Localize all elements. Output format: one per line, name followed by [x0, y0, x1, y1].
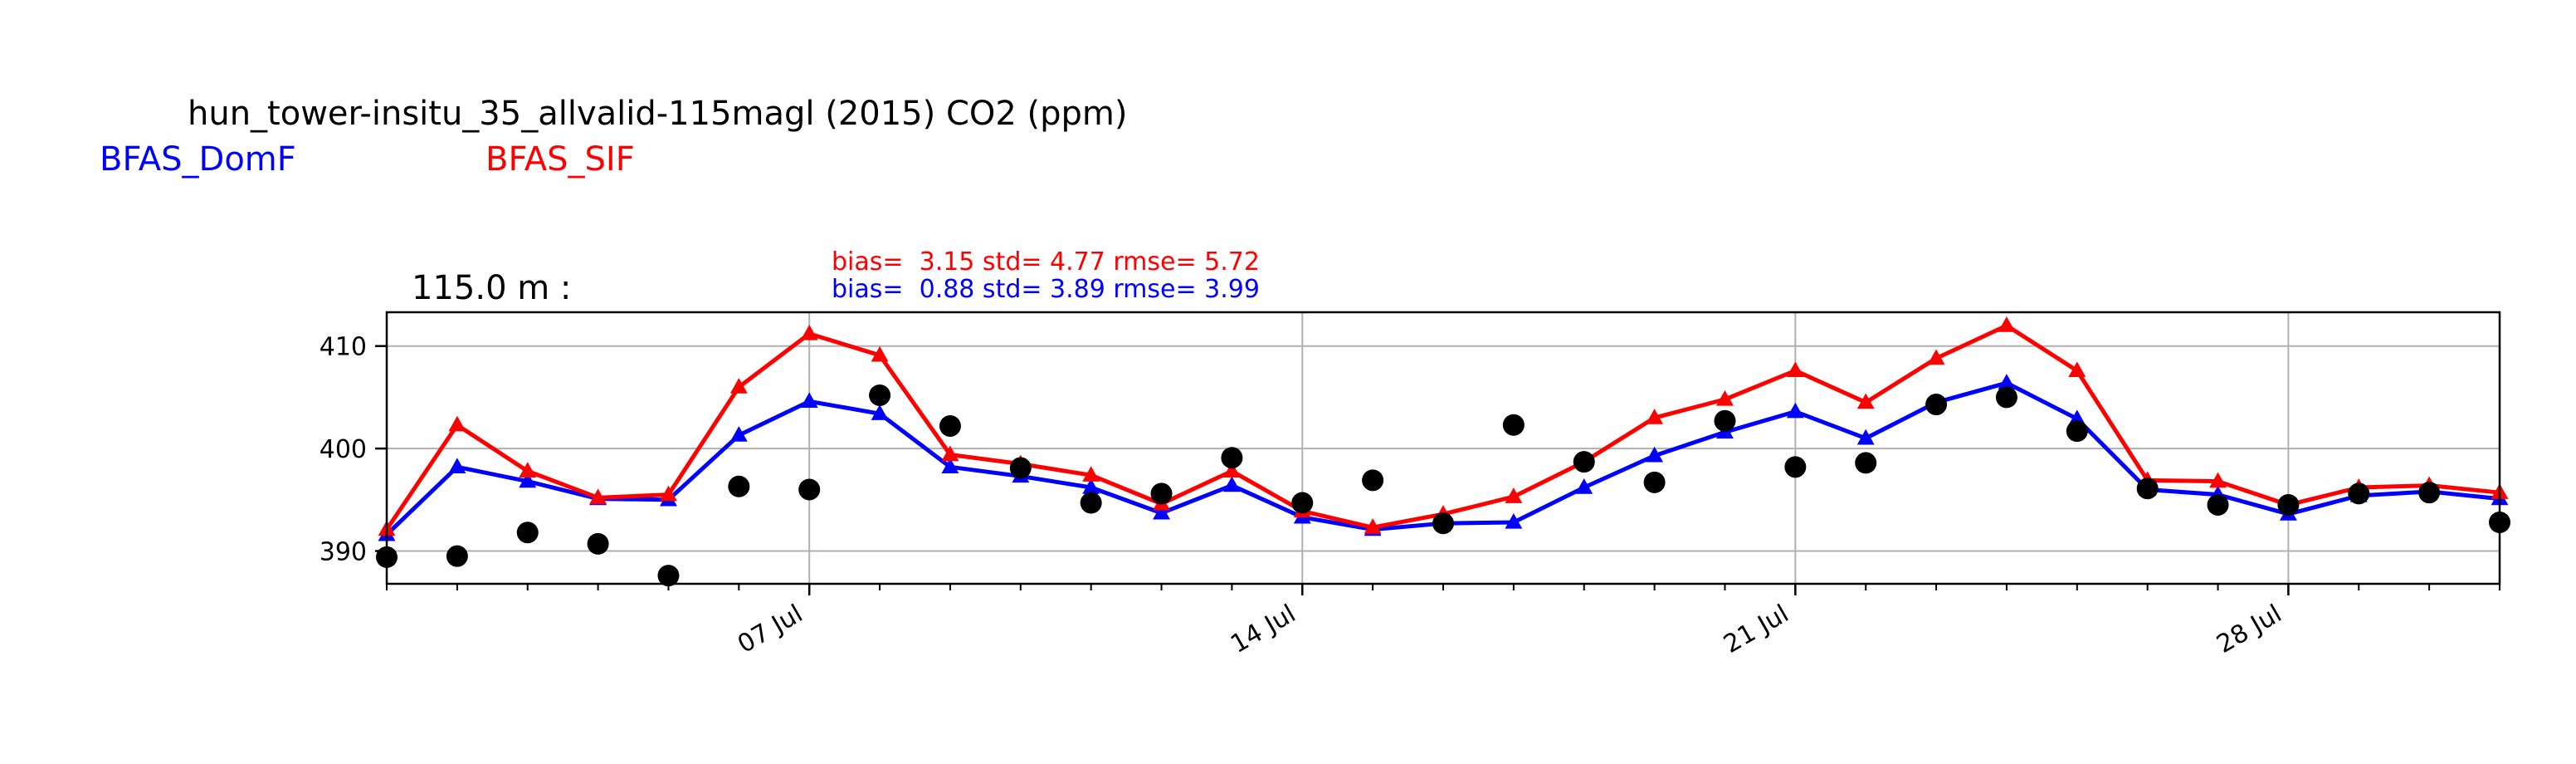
stats-domf: bias= 0.88 std= 3.89 rmse= 3.99 — [832, 275, 1260, 304]
bfas_domf-series-point — [941, 458, 959, 474]
observed-series-point — [1291, 492, 1314, 514]
x-tick-label: 21 Jul — [1719, 600, 1793, 659]
observed-series-point — [1643, 471, 1666, 493]
bfas_sif-series-point — [448, 415, 466, 432]
axes: 07 Jul 14 Jul 21 Jul 28 Jul 390 400 410 — [320, 311, 2501, 659]
bfas_sif-series-point — [1716, 389, 1734, 406]
observed-series-point — [1855, 452, 1877, 474]
bfas_sif-series-point — [871, 345, 889, 362]
observed-series-point — [2348, 482, 2370, 505]
observed-series-point — [2207, 493, 2229, 516]
bfas_domf-series-point — [1505, 512, 1523, 529]
observed-series-point — [1995, 386, 2017, 409]
bfas_domf-series-point — [1786, 402, 1804, 419]
bfas_domf-series-point — [729, 426, 748, 442]
bfas_domf-series-point — [1998, 374, 2016, 389]
observed-series-point — [2277, 493, 2300, 516]
bfas_domf-series-point — [1222, 476, 1241, 492]
bfas_domf-series-point — [1153, 503, 1170, 520]
series-layer — [376, 316, 2510, 587]
bfas_domf-series-point — [871, 404, 889, 420]
bfas_sif-series-point — [1646, 409, 1664, 424]
observed-series-point — [2066, 420, 2088, 443]
stats-sif: bias= 3.15 std= 4.77 rmse= 5.72 — [832, 247, 1260, 277]
bfas_sif-series-point — [589, 488, 607, 505]
bfas_domf-series-point — [448, 458, 466, 474]
observed-series-point — [1925, 394, 1948, 416]
observed-series-point — [1432, 512, 1454, 535]
bfas_domf-series-point — [1646, 446, 1664, 463]
observed-series-point — [1502, 414, 1525, 436]
observed-series-point — [516, 522, 539, 544]
legend-sif: BFAS_SIF — [485, 140, 635, 179]
bfas_domf-series-point — [1856, 429, 1875, 445]
observed-series-point — [446, 545, 468, 567]
x-tick-label: 14 Jul — [1226, 600, 1300, 659]
observed-series-point — [798, 478, 821, 501]
legend-domf: BFAS_DomF — [100, 140, 296, 179]
bfas_sif-series-point — [1786, 361, 1804, 378]
bfas_sif-series-point — [1082, 466, 1100, 482]
observed-series-point — [1573, 451, 1595, 473]
observed-series-point — [2136, 478, 2159, 500]
observed-series-point — [587, 532, 609, 555]
x-tick-label: 28 Jul — [2212, 600, 2286, 659]
bfas_sif-series-point — [1364, 518, 1382, 534]
bfas_sif-series-point — [2209, 472, 2227, 488]
observed-series-point — [1714, 409, 1736, 432]
observed-series-point — [1784, 456, 1807, 478]
observed-series-point — [1080, 492, 1102, 514]
observed-series-point — [657, 565, 680, 587]
bfas_domf-series-point — [800, 392, 818, 409]
bfas_sif-series-point — [660, 485, 677, 502]
bfas_sif-series-point — [941, 445, 959, 462]
height-label: 115.0 m : — [412, 269, 571, 307]
y-tick-label: 400 — [320, 435, 367, 464]
observed-series-point — [1009, 457, 1032, 479]
bfas_sif-series-point — [1505, 487, 1523, 503]
bfas_domf-series-point — [1575, 478, 1593, 494]
observed-series-point — [2418, 482, 2441, 504]
bfas_sif-series-point — [729, 378, 748, 394]
bfas_domf-series-point — [519, 472, 537, 488]
bfas_domf-series-point — [1082, 478, 1100, 494]
observed-series-point — [939, 414, 961, 437]
y-tick-label: 410 — [320, 333, 367, 362]
bfas_sif-series-point — [1927, 349, 1945, 365]
chart-title: hun_tower-insitu_35_allvalid-115magl (20… — [188, 95, 1127, 133]
bfas_sif-series-point — [1222, 462, 1241, 478]
y-tick-label: 390 — [320, 538, 367, 567]
observed-series-point — [728, 475, 750, 497]
bfas_sif-series-line — [384, 323, 2500, 531]
observed-series-point — [869, 384, 891, 406]
bfas_sif-series-point — [1998, 316, 2016, 332]
bfas_sif-series-point — [1856, 393, 1875, 409]
x-tick-label: 07 Jul — [733, 600, 807, 659]
observed-series-point — [1362, 469, 1384, 492]
bfas_sif-series-point — [519, 462, 537, 478]
bfas_sif-series-point — [2068, 361, 2086, 378]
observed-series-point — [1150, 482, 1173, 505]
observed-series-point — [1221, 447, 1243, 469]
bfas_sif-series-point — [800, 324, 818, 340]
grid-lines — [387, 312, 2500, 584]
